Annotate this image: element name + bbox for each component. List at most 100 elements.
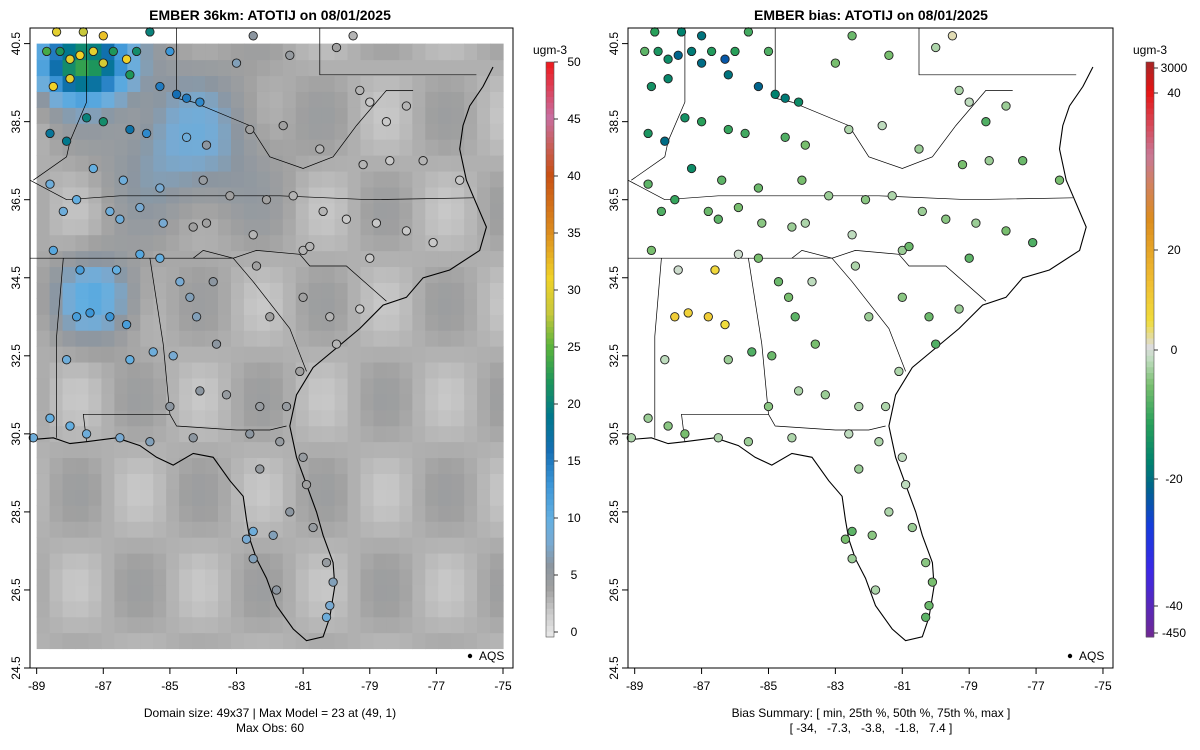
right-station-marker xyxy=(887,191,897,201)
model-grid-cell xyxy=(360,123,375,140)
model-grid-cell xyxy=(205,59,219,77)
model-grid-cell xyxy=(347,282,362,299)
model-grid-cell xyxy=(412,170,426,188)
model-grid-cell xyxy=(386,139,400,156)
model-grid-cell xyxy=(360,75,375,92)
left-colorbar-segment xyxy=(546,522,554,529)
model-grid-cell xyxy=(62,155,77,172)
model-grid-cell xyxy=(62,170,77,188)
model-grid-cell xyxy=(386,409,400,427)
model-grid-cell xyxy=(412,218,426,236)
model-grid-cell xyxy=(88,123,103,140)
model-grid-cell xyxy=(140,537,154,554)
model-grid-cell xyxy=(62,584,77,602)
model-grid-cell xyxy=(140,457,154,474)
left-station-marker xyxy=(85,308,95,318)
model-grid-cell xyxy=(127,552,141,570)
model-grid-cell xyxy=(334,377,349,395)
model-grid-cell xyxy=(88,361,103,379)
model-grid-cell xyxy=(399,457,413,474)
left-station-marker xyxy=(98,31,108,41)
right-colorbar-segment xyxy=(1146,182,1154,189)
model-grid-cell xyxy=(490,584,504,602)
right-station-marker xyxy=(660,136,670,146)
right-colorbar-tick-label: -450 xyxy=(1162,626,1186,640)
right-station-marker xyxy=(696,117,707,127)
model-grid-cell xyxy=(295,346,310,363)
model-grid-cell xyxy=(399,107,413,124)
model-grid-cell xyxy=(153,377,167,395)
model-grid-cell xyxy=(218,346,232,363)
model-grid-cell xyxy=(477,489,491,506)
right-y-tick-label: 34.5 xyxy=(607,266,621,290)
right-colorbar-segment xyxy=(1146,539,1154,546)
model-grid-cell xyxy=(438,298,452,315)
model-grid-cell xyxy=(256,473,271,490)
model-grid-cell xyxy=(425,91,439,108)
model-grid-cell xyxy=(477,377,491,395)
model-grid-cell xyxy=(451,393,465,411)
model-grid-cell xyxy=(308,186,323,204)
model-grid-cell xyxy=(36,600,51,618)
model-grid-cell xyxy=(347,314,362,331)
model-grid-cell xyxy=(127,91,141,108)
right-colorbar-segment xyxy=(1146,228,1154,235)
model-grid-cell xyxy=(179,59,193,77)
model-grid-cell xyxy=(153,282,167,299)
left-station-marker xyxy=(185,292,195,302)
model-grid-cell xyxy=(230,441,245,459)
right-colorbar-segment xyxy=(1146,309,1154,316)
model-grid-cell xyxy=(153,155,167,172)
model-grid-cell xyxy=(477,393,491,411)
model-grid-cell xyxy=(256,552,271,570)
left-station-marker xyxy=(88,46,98,57)
model-grid-cell xyxy=(412,568,426,586)
model-grid-cell xyxy=(140,568,154,586)
model-grid-cell xyxy=(308,330,323,347)
model-grid-cell xyxy=(101,361,115,379)
right-station-marker xyxy=(696,31,707,41)
model-grid-cell xyxy=(477,170,491,188)
right-station-marker xyxy=(1001,101,1011,111)
left-station-marker xyxy=(125,124,135,135)
model-grid-cell xyxy=(62,425,77,443)
model-grid-cell xyxy=(49,91,64,108)
model-grid-cell xyxy=(477,346,491,363)
model-grid-cell xyxy=(179,361,193,379)
left-station-marker xyxy=(285,50,295,60)
right-colorbar-segment xyxy=(1146,395,1154,402)
right-colorbar-segment xyxy=(1146,573,1154,580)
model-grid-cell xyxy=(192,234,206,252)
left-station-marker xyxy=(108,46,118,57)
left-colorbar-segment xyxy=(546,579,554,586)
left-station-marker xyxy=(418,156,428,166)
model-grid-cell xyxy=(101,75,115,92)
model-grid-cell xyxy=(88,139,103,156)
model-grid-cell xyxy=(399,473,413,490)
right-state-border xyxy=(627,179,1073,201)
model-grid-cell xyxy=(321,250,336,268)
right-colorbar-segment xyxy=(1146,608,1154,615)
model-grid-cell xyxy=(88,584,103,602)
model-grid-cell xyxy=(127,393,141,411)
model-grid-cell xyxy=(256,346,271,363)
model-grid-cell xyxy=(49,521,64,538)
model-grid-cell xyxy=(490,91,504,108)
left-station-marker xyxy=(248,526,258,537)
model-grid-cell xyxy=(490,155,504,172)
model-grid-cell xyxy=(127,218,141,236)
model-grid-cell xyxy=(49,202,64,220)
model-grid-cell xyxy=(412,107,426,124)
left-colorbar-segment xyxy=(546,154,554,161)
model-grid-cell xyxy=(243,393,258,411)
model-grid-cell xyxy=(256,537,271,554)
model-grid-cell xyxy=(425,186,439,204)
model-grid-cell xyxy=(179,377,193,395)
right-station-marker xyxy=(743,437,754,447)
model-grid-cell xyxy=(75,568,90,586)
model-grid-cell xyxy=(179,170,193,188)
model-grid-cell xyxy=(373,346,388,363)
model-grid-cell xyxy=(269,139,284,156)
model-grid-cell xyxy=(127,457,141,474)
model-grid-cell xyxy=(153,441,167,459)
